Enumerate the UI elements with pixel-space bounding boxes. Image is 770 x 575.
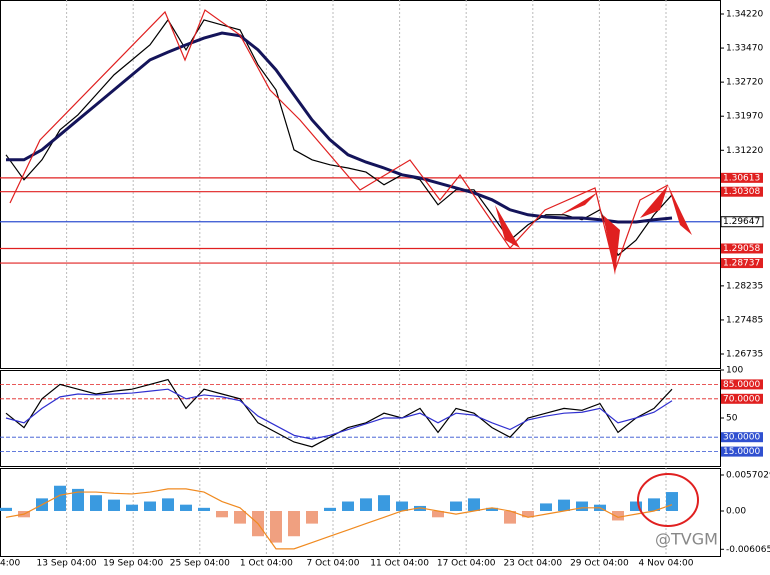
- histogram-bar: [126, 504, 138, 511]
- y-tick-label: 1.31970: [726, 112, 763, 122]
- histogram-bar: [576, 501, 588, 511]
- histogram-bar: [558, 499, 570, 511]
- histogram-bar: [522, 510, 534, 518]
- arrow: [640, 185, 668, 218]
- level-label-box: [721, 432, 763, 443]
- level-label-box: [720, 216, 764, 228]
- x-tick-label: 25 Sep 04:00: [170, 559, 230, 569]
- histogram-bar: [612, 510, 624, 521]
- histogram-bar: [144, 501, 156, 511]
- histogram-bar: [270, 510, 282, 543]
- histogram-bar: [90, 495, 102, 511]
- histogram-bar: [360, 498, 372, 511]
- y-tick-label: 0.0057029: [726, 470, 770, 480]
- histogram-bar: [504, 510, 516, 524]
- y-tick-label: 100: [726, 366, 743, 376]
- level-label: 70.0000: [723, 394, 760, 404]
- y-tick-label: 1.32720: [726, 78, 763, 88]
- panel-frame: [0, 0, 721, 369]
- y-tick-label: 1.28235: [726, 281, 763, 291]
- y-tick-label: 1.34220: [726, 9, 763, 19]
- level-label-box: [721, 172, 763, 183]
- watermark: @TVGM: [655, 530, 718, 549]
- histogram-bar: [432, 510, 444, 518]
- zigzag: [9, 9, 669, 273]
- arrow: [560, 192, 598, 215]
- histogram-bar: [234, 510, 246, 524]
- x-tick-label: 23 Oct 04:00: [503, 559, 562, 569]
- x-tick-label: 17 Oct 04:00: [437, 559, 496, 569]
- histogram-bar: [162, 498, 174, 511]
- level-label-box: [721, 258, 763, 269]
- highlight-circle: [637, 473, 699, 527]
- level-label: 85.0000: [723, 380, 760, 390]
- histogram-bar: [486, 507, 498, 511]
- series-line: [5, 488, 673, 550]
- histogram-bar: [288, 510, 300, 537]
- arrow: [603, 215, 620, 275]
- histogram-bar: [540, 503, 552, 511]
- y-tick-label: 1.26735: [726, 350, 763, 360]
- x-tick-label: 4:00: [0, 559, 20, 569]
- level-label: 1.30613: [723, 173, 760, 183]
- histogram-bar: [450, 501, 462, 511]
- histogram-bar: [648, 498, 660, 511]
- level-label-box: [721, 393, 763, 404]
- histogram-bar: [378, 495, 390, 511]
- level-label: 1.30308: [723, 187, 760, 197]
- histogram-bar: [306, 510, 318, 524]
- x-tick-label: 19 Sep 04:00: [103, 559, 163, 569]
- histogram-bar: [0, 507, 12, 511]
- x-tick-label: 7 Oct 04:00: [307, 559, 360, 569]
- panel-frame: [0, 468, 721, 557]
- x-tick-label: 11 Oct 04:00: [370, 559, 429, 569]
- series-line: [6, 31, 673, 224]
- level-label-box: [721, 379, 763, 390]
- histogram-bar: [180, 504, 192, 511]
- level-label: 1.29647: [723, 217, 760, 227]
- y-tick-label: 1.27485: [726, 315, 763, 325]
- histogram-bar: [414, 505, 426, 511]
- histogram-bar: [108, 499, 120, 511]
- x-tick-label: 4 Nov 04:00: [639, 559, 694, 569]
- arrow: [668, 185, 692, 235]
- histogram-bar: [342, 501, 354, 511]
- level-label: 1.29058: [723, 244, 760, 254]
- y-tick-label: -0.0060658: [726, 545, 770, 555]
- level-label: 15.0000: [723, 447, 760, 457]
- level-label-box: [721, 446, 763, 457]
- histogram-bar: [666, 492, 678, 511]
- x-tick-label: 1 Oct 04:00: [240, 559, 293, 569]
- level-label-box: [721, 186, 763, 197]
- level-label: 1.28737: [723, 259, 760, 269]
- histogram-bar: [630, 501, 642, 511]
- histogram-bar: [216, 510, 228, 518]
- y-tick-label: 1.31220: [726, 146, 763, 156]
- level-label-box: [721, 243, 763, 254]
- x-tick-label: 13 Sep 04:00: [37, 559, 97, 569]
- level-label: 30.0000: [723, 433, 760, 443]
- histogram-bar: [72, 488, 84, 511]
- arrow: [495, 205, 520, 248]
- y-tick-label: 1.33470: [726, 44, 763, 54]
- y-tick-label: 50: [726, 414, 738, 424]
- x-tick-label: 29 Oct 04:00: [570, 559, 629, 569]
- histogram-bar: [396, 501, 408, 511]
- y-tick-label: 0.00: [726, 506, 746, 516]
- series-line: [5, 388, 673, 440]
- histogram-bar: [54, 485, 66, 511]
- histogram-bar: [324, 507, 336, 511]
- histogram-bar: [198, 507, 210, 511]
- histogram-bar: [468, 498, 480, 511]
